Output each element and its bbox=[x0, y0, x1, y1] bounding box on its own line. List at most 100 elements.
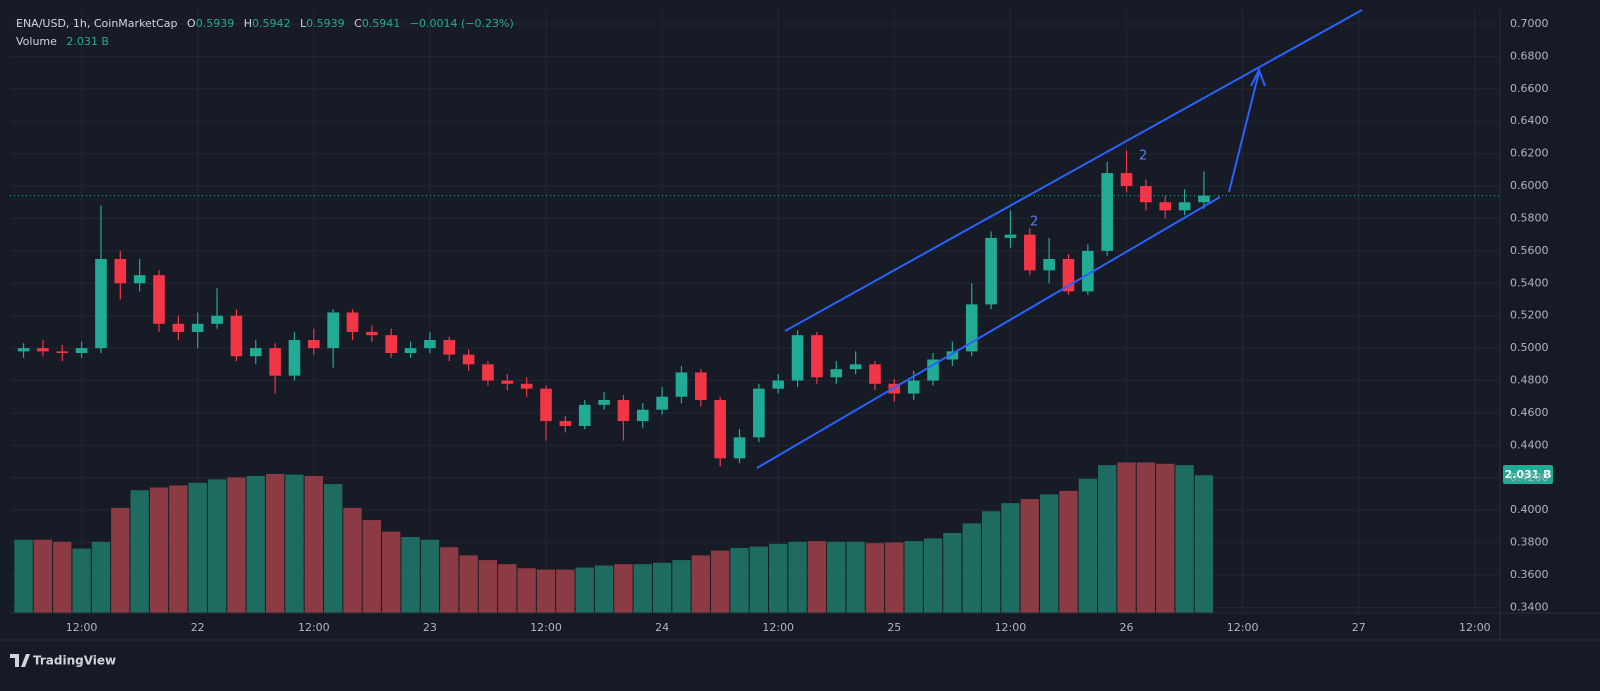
candle-body bbox=[1140, 186, 1152, 203]
volume-bar bbox=[1020, 499, 1039, 613]
y-tick-label: 0.4200 bbox=[1510, 471, 1549, 484]
candle-body bbox=[424, 340, 436, 349]
candle-body bbox=[249, 348, 262, 357]
y-tick-label: 0.6000 bbox=[1510, 179, 1549, 192]
y-tick-label: 0.5200 bbox=[1510, 309, 1549, 322]
candle-body bbox=[714, 400, 726, 459]
volume-bar bbox=[420, 539, 440, 613]
ohlc-key: H bbox=[244, 17, 252, 30]
volume-bar bbox=[749, 546, 769, 613]
volume-bar bbox=[91, 541, 111, 613]
y-tick-label: 0.3600 bbox=[1510, 568, 1549, 581]
brand-logo: TradingView bbox=[10, 654, 116, 668]
candle-body bbox=[656, 396, 668, 410]
candle-body bbox=[733, 437, 746, 459]
y-tick-label: 0.4600 bbox=[1510, 406, 1549, 419]
candle-body bbox=[462, 354, 475, 365]
candle-body bbox=[695, 372, 707, 401]
candle-body bbox=[153, 275, 165, 324]
channel-upper bbox=[784, 9, 1363, 332]
candle-body bbox=[75, 348, 88, 353]
y-tick-label: 0.5400 bbox=[1510, 276, 1549, 289]
volume-bar bbox=[517, 568, 536, 613]
candle-body bbox=[1159, 202, 1172, 211]
y-tick-label: 0.3800 bbox=[1510, 536, 1549, 549]
arrow-head bbox=[1250, 67, 1266, 87]
x-tick-label: 22 bbox=[191, 621, 205, 634]
candle-body bbox=[791, 335, 804, 381]
volume-bar bbox=[730, 547, 749, 613]
candle-body bbox=[37, 348, 49, 352]
candle-body bbox=[830, 369, 843, 378]
annotation: 2 bbox=[1030, 215, 1038, 230]
candle-body bbox=[346, 312, 359, 332]
brand-name: TradingView bbox=[33, 654, 116, 668]
x-tick-label: 12:00 bbox=[762, 621, 794, 634]
candle-body bbox=[598, 400, 610, 405]
projection-arrow bbox=[1228, 71, 1260, 193]
volume-bar bbox=[594, 565, 614, 613]
volume-bar bbox=[1059, 490, 1078, 613]
volume-bar bbox=[865, 543, 885, 613]
candle-body bbox=[1198, 195, 1210, 203]
volume-bar bbox=[1001, 503, 1020, 613]
y-tick-label: 0.6200 bbox=[1510, 147, 1549, 160]
annotation: 2 bbox=[1139, 149, 1147, 164]
candle-body bbox=[772, 380, 785, 389]
volume-name: Volume bbox=[16, 35, 57, 48]
volume-bar bbox=[285, 474, 304, 613]
volume-bar bbox=[885, 542, 904, 613]
candle-body bbox=[869, 364, 881, 384]
volume-bar bbox=[304, 475, 323, 613]
y-tick-label: 0.4000 bbox=[1510, 503, 1549, 516]
candle-body bbox=[1004, 234, 1017, 238]
volume-bar bbox=[72, 548, 91, 613]
volume-bar bbox=[575, 567, 594, 613]
ohlc-value: 0.5941 bbox=[362, 17, 401, 30]
volume-bar bbox=[827, 541, 846, 613]
candle-body bbox=[985, 237, 997, 305]
candle-body bbox=[636, 409, 649, 422]
volume-bar bbox=[633, 564, 652, 613]
candle-body bbox=[753, 388, 765, 438]
candle-body bbox=[1120, 173, 1133, 187]
symbol-title: ENA/USD, 1h, CoinMarketCap bbox=[16, 17, 178, 30]
volume-bar bbox=[188, 482, 207, 613]
candle-body bbox=[520, 383, 533, 389]
candle-body bbox=[1023, 234, 1036, 271]
volume-bar bbox=[343, 507, 362, 613]
volume-bar bbox=[1039, 494, 1059, 613]
candle-body bbox=[366, 331, 378, 336]
y-tick-label: 0.6800 bbox=[1510, 49, 1549, 62]
candle-body bbox=[404, 348, 417, 353]
volume-bar bbox=[401, 537, 420, 613]
candle-body bbox=[1043, 258, 1055, 271]
volume-bar bbox=[382, 531, 401, 613]
y-tick-label: 0.5000 bbox=[1510, 341, 1549, 354]
candle-body bbox=[559, 421, 572, 426]
x-tick-label: 27 bbox=[1352, 621, 1366, 634]
volume-bar bbox=[672, 560, 691, 613]
volume-bar bbox=[556, 569, 575, 613]
volume-bar bbox=[807, 541, 827, 613]
volume-tag-label: 2.031 B bbox=[1504, 468, 1551, 481]
volume-bar bbox=[1175, 465, 1194, 613]
volume-bar bbox=[111, 507, 130, 613]
candle-body bbox=[191, 323, 204, 332]
volume-bar bbox=[130, 490, 149, 613]
volume-bar bbox=[323, 484, 343, 613]
volume-bar bbox=[246, 475, 265, 613]
candle-body bbox=[95, 258, 107, 349]
y-tick-label: 0.7000 bbox=[1510, 17, 1549, 30]
y-tick-label: 0.4800 bbox=[1510, 374, 1549, 387]
x-tick-label: 12:00 bbox=[66, 621, 98, 634]
ohlc-value: 0.5939 bbox=[306, 17, 345, 30]
volume-bar bbox=[769, 543, 788, 613]
y-tick-label: 0.6400 bbox=[1510, 114, 1549, 127]
legend-header: ENA/USD, 1h, CoinMarketCap O0.5939 H0.59… bbox=[16, 17, 514, 30]
candle-body bbox=[675, 372, 688, 397]
candle-body bbox=[133, 275, 146, 284]
candle-body bbox=[56, 351, 69, 353]
